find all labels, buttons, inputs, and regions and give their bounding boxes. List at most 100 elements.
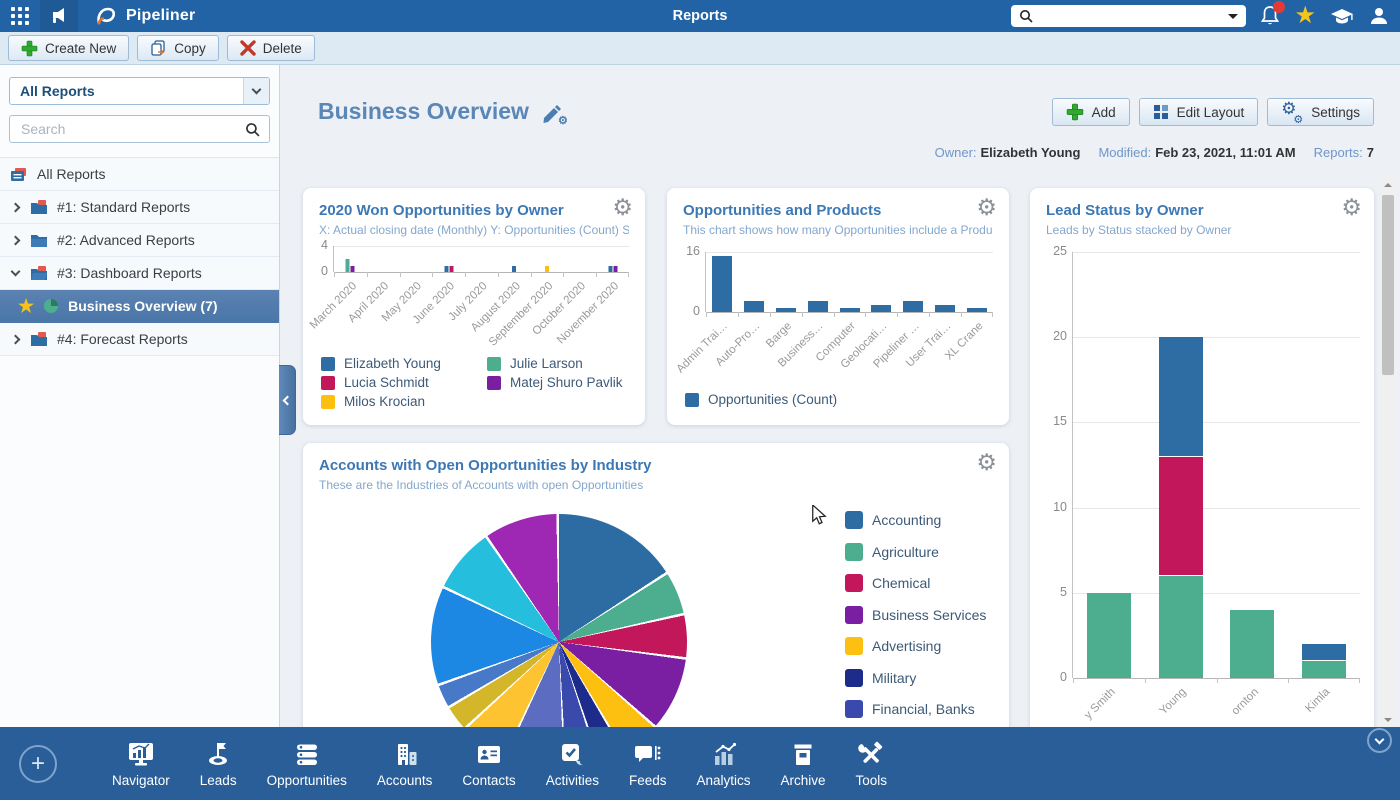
scroll-up-arrow-icon[interactable] <box>1384 183 1392 187</box>
edit-layout-button[interactable]: Edit Layout <box>1138 98 1259 126</box>
nav-item-navigator[interactable]: Navigator <box>97 740 185 788</box>
bar <box>743 300 764 312</box>
tree-item-advanced-reports[interactable]: #2: Advanced Reports <box>0 224 279 257</box>
favorite-star-icon[interactable]: ★ <box>18 296 35 316</box>
nav-item-opportunities[interactable]: Opportunities <box>252 740 362 788</box>
add-button[interactable]: Add <box>1051 98 1130 126</box>
stacked-bar <box>1230 609 1275 678</box>
legend-item: Accounting <box>845 511 986 529</box>
bar <box>903 300 924 312</box>
y-axis-tick-label: 25 <box>1053 244 1067 258</box>
scrollbar-thumb[interactable] <box>1382 195 1394 375</box>
nav-item-feeds[interactable]: Feeds <box>614 740 682 788</box>
legend-swatch <box>685 392 699 407</box>
nav-item-activities[interactable]: Activities <box>531 740 614 788</box>
nav-label: Tools <box>855 772 888 788</box>
select-chevron-icon <box>243 78 269 104</box>
legend-item: Matej Shuro Pavlik <box>487 375 637 390</box>
tree-item-all-reports[interactable]: All Reports <box>0 158 279 191</box>
nav-item-analytics[interactable]: Analytics <box>681 740 765 788</box>
nav-item-archive[interactable]: Archive <box>766 740 841 788</box>
legend-item: Advertising <box>845 637 986 655</box>
report-filter-value: All Reports <box>20 83 95 99</box>
expand-chevron-icon[interactable] <box>10 202 21 212</box>
bar-segment <box>1158 337 1203 457</box>
report-filter-select[interactable]: All Reports <box>9 77 270 105</box>
add-label: Add <box>1091 104 1116 120</box>
apps-grid-icon[interactable] <box>0 0 40 32</box>
chart-column: September 2020 <box>487 246 564 349</box>
plus-icon <box>21 40 38 56</box>
tree-item-forecast-reports[interactable]: #4: Forecast Reports <box>0 323 279 356</box>
settings-button[interactable]: ⚙ ⚙ Settings <box>1267 98 1374 126</box>
nav-item-tools[interactable]: Tools <box>841 740 903 788</box>
copy-button[interactable]: Copy <box>137 35 219 61</box>
chart-column: Business… <box>776 252 834 370</box>
card-gear-icon[interactable]: ⚙ <box>976 194 997 220</box>
legend-label: Matej Shuro Pavlik <box>510 375 623 390</box>
bar-segment <box>1302 643 1347 661</box>
legend-item: Business Services <box>845 605 986 624</box>
x-axis-label: y Smith <box>1081 686 1118 722</box>
collapse-bottom-bar-chevron[interactable] <box>1367 728 1392 753</box>
pipeliner-logo[interactable]: Pipeliner <box>94 4 195 28</box>
expand-chevron-icon[interactable] <box>10 235 21 245</box>
bar <box>967 308 988 312</box>
search-scope-caret-icon[interactable] <box>1228 13 1239 24</box>
edit-dashboard-pencil-icon[interactable]: ⚙ <box>541 102 567 126</box>
sidebar-search-input[interactable] <box>19 120 245 138</box>
learning-graduation-cap-icon[interactable] <box>1330 6 1354 26</box>
create-new-button[interactable]: Create New <box>8 35 130 61</box>
y-axis-tick-label: 20 <box>1053 329 1067 344</box>
nav-item-accounts[interactable]: Accounts <box>362 740 448 788</box>
tree-item-standard-reports[interactable]: #1: Standard Reports <box>0 191 279 224</box>
vertical-scrollbar[interactable] <box>1380 178 1396 727</box>
favorites-star-icon[interactable]: ★ <box>1294 2 1316 29</box>
legend-label: Military <box>872 669 917 686</box>
nav-label: Navigator <box>112 772 170 788</box>
user-profile-icon[interactable] <box>1368 5 1390 27</box>
opportunities-products-chart: 16 0 Admin Trai… Auto-Pro… Barge Business… Com… <box>675 244 993 375</box>
bar <box>608 265 613 272</box>
delete-button[interactable]: Delete <box>226 35 315 61</box>
collapse-chevron-icon[interactable] <box>10 266 21 277</box>
y-axis-tick-label: 10 <box>1053 499 1067 514</box>
top-bar: Pipeliner Reports ★ <box>0 0 1400 32</box>
expand-chevron-icon[interactable] <box>10 334 21 344</box>
tree-item-label: #2: Advanced Reports <box>57 232 195 248</box>
bar-segment <box>1158 456 1203 576</box>
global-search-input[interactable] <box>1033 7 1229 25</box>
announcements-megaphone-icon[interactable] <box>40 0 78 32</box>
chart-column: August 2020 <box>469 246 531 334</box>
tree-item-dashboard-reports[interactable]: #3: Dashboard Reports <box>0 257 279 290</box>
dashboard-title-row: Business Overview ⚙ <box>318 98 567 126</box>
legend-item: Elizabeth Young <box>321 356 481 371</box>
sidebar-collapse-handle[interactable] <box>279 365 296 435</box>
gridline <box>706 312 993 313</box>
card-gear-icon[interactable]: ⚙ <box>1341 194 1362 220</box>
bar <box>711 255 732 312</box>
report-stack-icon <box>11 167 26 181</box>
card-gear-icon[interactable]: ⚙ <box>976 449 997 475</box>
legend-label: Agriculture <box>872 543 939 560</box>
global-search[interactable] <box>1011 5 1247 27</box>
scroll-down-arrow-icon[interactable] <box>1384 718 1392 722</box>
layout-grid-icon <box>1153 105 1168 119</box>
card-gear-icon[interactable]: ⚙ <box>612 194 633 220</box>
card-opportunities-and-products: Opportunities and Products This chart sh… <box>667 188 1009 425</box>
navigator-icon <box>128 742 153 765</box>
card-title: Opportunities and Products <box>683 202 882 219</box>
nav-item-contacts[interactable]: Contacts <box>447 740 530 788</box>
gridline <box>1073 507 1360 509</box>
nav-item-leads[interactable]: Leads <box>185 740 252 788</box>
x-axis-label: ornton <box>1229 686 1261 718</box>
quick-add-button[interactable]: + <box>19 744 57 783</box>
folder-reports-icon <box>31 331 47 346</box>
legend-item: Lucia Schmidt <box>321 375 481 390</box>
search-icon <box>246 122 260 137</box>
stacked-bar <box>1302 643 1347 678</box>
tree-item-business-overview[interactable]: ★ Business Overview (7) <box>0 290 279 323</box>
reports-tree: All Reports #1: Standard Reports #2: Adv… <box>0 157 279 356</box>
notifications-bell-icon[interactable] <box>1260 1 1286 27</box>
pie-legend: Accounting Agriculture Chemical Business Se… <box>845 511 986 718</box>
